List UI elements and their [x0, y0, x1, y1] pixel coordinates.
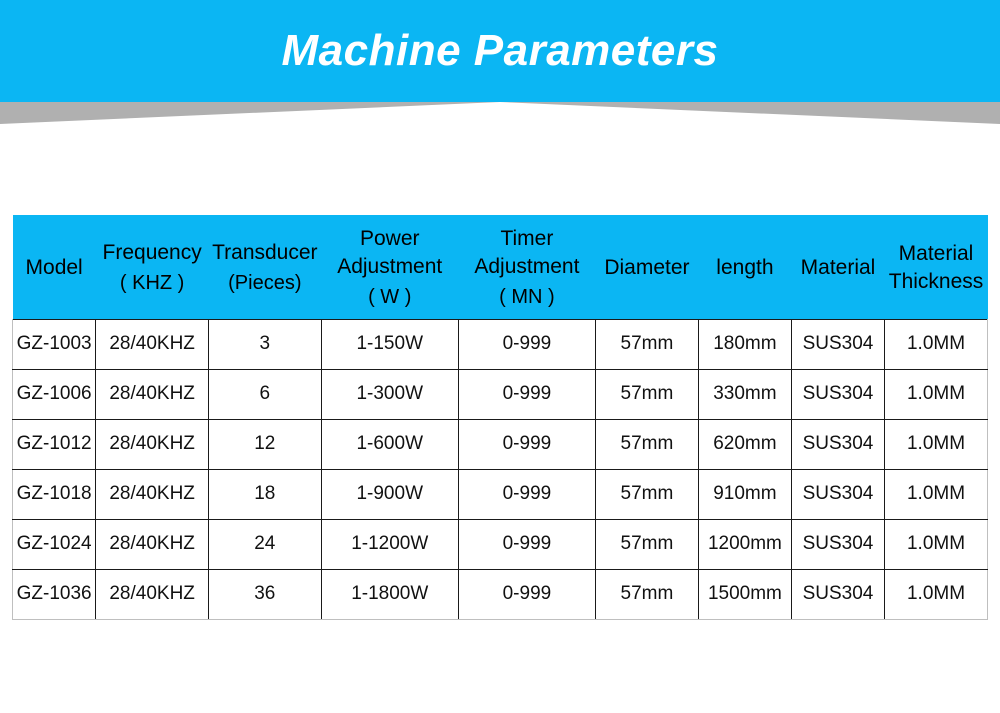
table-cell: GZ-1036 — [13, 569, 96, 619]
table-cell: 57mm — [596, 319, 699, 369]
table-cell: GZ-1006 — [13, 369, 96, 419]
table-header-cell: Timer Adjustment ( MN ) — [458, 215, 595, 319]
header-line1: Power Adjustment — [337, 227, 442, 278]
table-cell: 1-900W — [321, 469, 458, 519]
table-cell: SUS304 — [791, 369, 884, 419]
table-header-cell: Material — [791, 215, 884, 319]
table-cell: 18 — [208, 469, 321, 519]
title-banner: Machine Parameters — [0, 0, 1000, 135]
table-head: ModelFrequency( KHZ )Transducer(Pieces)P… — [13, 215, 988, 319]
table-cell: 1.0MM — [885, 469, 988, 519]
table-cell: SUS304 — [791, 469, 884, 519]
table-cell: 1-1800W — [321, 569, 458, 619]
table-cell: 0-999 — [458, 369, 595, 419]
table-header-cell: Power Adjustment ( W ) — [321, 215, 458, 319]
table-cell: SUS304 — [791, 419, 884, 469]
header-line1: Transducer — [212, 241, 317, 264]
table-cell: 28/40KHZ — [96, 369, 209, 419]
table-header-cell: Model — [13, 215, 96, 319]
table-cell: 180mm — [698, 319, 791, 369]
table-row: GZ-100628/40KHZ61-300W0-99957mm330mmSUS3… — [13, 369, 988, 419]
table-row: GZ-102428/40KHZ241-1200W0-99957mm1200mmS… — [13, 519, 988, 569]
table-header-cell: Material Thickness — [885, 215, 988, 319]
header-line1: Timer Adjustment — [474, 227, 579, 278]
header-line1: Model — [26, 256, 83, 279]
table-cell: 1-600W — [321, 419, 458, 469]
table-cell: 12 — [208, 419, 321, 469]
header-line2: ( KHZ ) — [98, 270, 207, 297]
table-cell: 0-999 — [458, 469, 595, 519]
table-cell: 28/40KHZ — [96, 319, 209, 369]
table-row: GZ-103628/40KHZ361-1800W0-99957mm1500mmS… — [13, 569, 988, 619]
table-cell: 1.0MM — [885, 569, 988, 619]
parameters-table: ModelFrequency( KHZ )Transducer(Pieces)P… — [12, 215, 988, 620]
header-line2: (Pieces) — [210, 270, 319, 297]
table-cell: GZ-1012 — [13, 419, 96, 469]
table-row: GZ-101828/40KHZ181-900W0-99957mm910mmSUS… — [13, 469, 988, 519]
page-title: Machine Parameters — [282, 26, 719, 76]
table-cell: 0-999 — [458, 569, 595, 619]
table-cell: 910mm — [698, 469, 791, 519]
table-header-cell: Transducer (Pieces) — [208, 215, 321, 319]
table-row: GZ-101228/40KHZ121-600W0-99957mm620mmSUS… — [13, 419, 988, 469]
banner-grey-swoosh — [0, 102, 1000, 135]
banner-blue-strip: Machine Parameters — [0, 0, 1000, 102]
table-cell: 1.0MM — [885, 319, 988, 369]
table-cell: SUS304 — [791, 569, 884, 619]
table-cell: 3 — [208, 319, 321, 369]
table-cell: 57mm — [596, 419, 699, 469]
table-cell: 1.0MM — [885, 419, 988, 469]
table-cell: 28/40KHZ — [96, 569, 209, 619]
table-cell: 0-999 — [458, 519, 595, 569]
table-header-cell: Diameter — [596, 215, 699, 319]
table-cell: 330mm — [698, 369, 791, 419]
table-cell: 620mm — [698, 419, 791, 469]
table-cell: 1.0MM — [885, 369, 988, 419]
table-cell: 24 — [208, 519, 321, 569]
table-cell: 0-999 — [458, 419, 595, 469]
parameters-table-wrap: ModelFrequency( KHZ )Transducer(Pieces)P… — [12, 215, 988, 620]
table-cell: GZ-1024 — [13, 519, 96, 569]
table-cell: 1-150W — [321, 319, 458, 369]
table-cell: 36 — [208, 569, 321, 619]
table-row: GZ-100328/40KHZ31-150W0-99957mm180mmSUS3… — [13, 319, 988, 369]
table-cell: SUS304 — [791, 319, 884, 369]
table-cell: 6 — [208, 369, 321, 419]
header-line1: Material Thickness — [889, 242, 984, 293]
table-cell: 1-300W — [321, 369, 458, 419]
table-cell: GZ-1018 — [13, 469, 96, 519]
table-cell: 0-999 — [458, 319, 595, 369]
table-header-row: ModelFrequency( KHZ )Transducer(Pieces)P… — [13, 215, 988, 319]
header-line2: ( MN ) — [460, 284, 593, 311]
header-line1: Material — [801, 256, 876, 279]
table-cell: 1500mm — [698, 569, 791, 619]
swoosh-right — [500, 102, 1000, 124]
table-header-cell: length — [698, 215, 791, 319]
table-cell: 57mm — [596, 569, 699, 619]
table-cell: 28/40KHZ — [96, 469, 209, 519]
table-cell: SUS304 — [791, 519, 884, 569]
table-cell: 57mm — [596, 519, 699, 569]
header-line1: Diameter — [604, 256, 689, 279]
table-cell: GZ-1003 — [13, 319, 96, 369]
table-cell: 57mm — [596, 469, 699, 519]
table-cell: 28/40KHZ — [96, 519, 209, 569]
table-cell: 28/40KHZ — [96, 419, 209, 469]
header-line1: Frequency — [103, 241, 202, 264]
table-body: GZ-100328/40KHZ31-150W0-99957mm180mmSUS3… — [13, 319, 988, 619]
header-line2: ( W ) — [323, 284, 456, 311]
header-line1: length — [716, 256, 773, 279]
table-cell: 1.0MM — [885, 519, 988, 569]
table-cell: 1-1200W — [321, 519, 458, 569]
table-header-cell: Frequency ( KHZ ) — [96, 215, 209, 319]
table-cell: 1200mm — [698, 519, 791, 569]
swoosh-left — [0, 102, 500, 124]
table-cell: 57mm — [596, 369, 699, 419]
